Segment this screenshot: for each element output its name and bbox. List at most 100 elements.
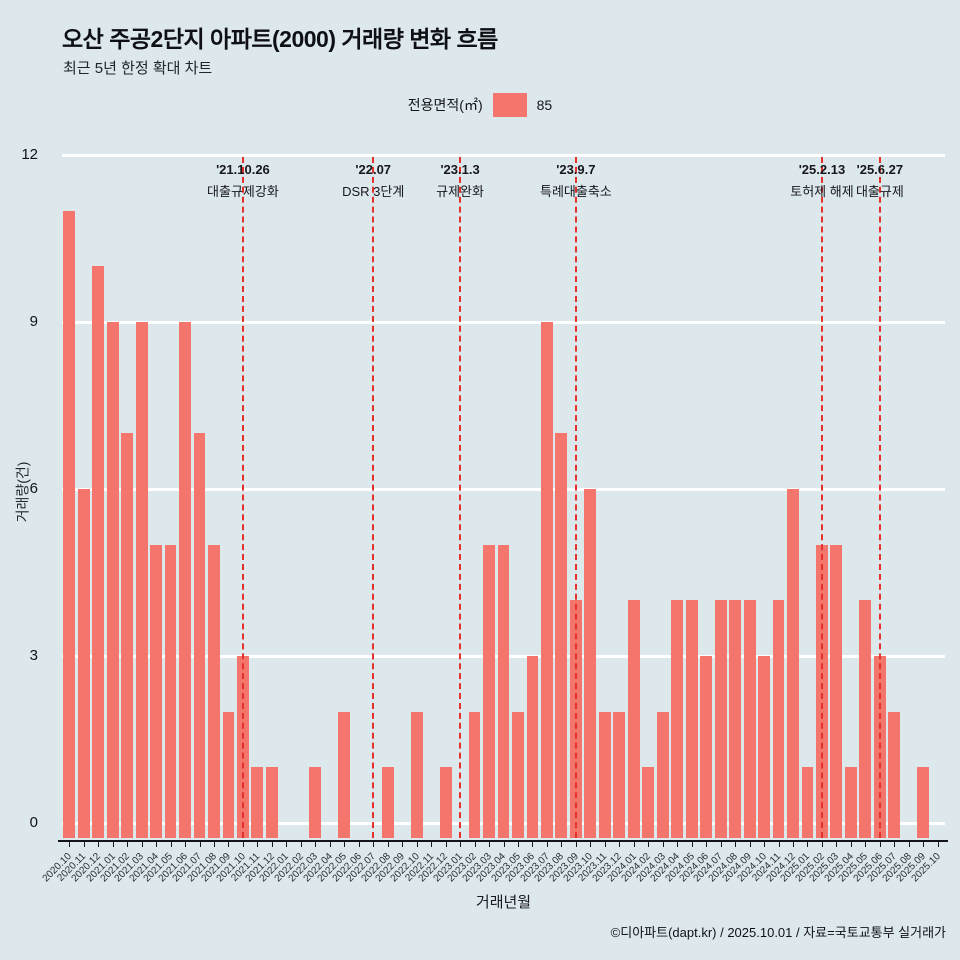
bar-2024.03 xyxy=(656,711,669,838)
legend: 전용면적(㎡) 85 xyxy=(0,93,960,117)
x-tick-mark xyxy=(561,842,563,847)
event-label: 대출규제강화 xyxy=(207,184,279,199)
x-tick-mark xyxy=(879,842,881,847)
event-label: DSR 3단계 xyxy=(342,184,405,199)
bar-2024.06 xyxy=(700,656,713,838)
x-tick-mark xyxy=(691,842,693,847)
x-tick-mark xyxy=(923,842,925,847)
x-tick-mark xyxy=(517,842,519,847)
x-tick-mark xyxy=(83,842,85,847)
x-tick-mark xyxy=(98,842,100,847)
x-tick-mark xyxy=(185,842,187,847)
bar-2025.03 xyxy=(830,544,843,838)
event-line-2022.07 xyxy=(372,157,375,838)
x-tick-mark xyxy=(575,842,577,847)
bar-2021.12 xyxy=(265,767,278,838)
event-label: 특례대출축소 xyxy=(539,184,612,199)
x-tick-mark xyxy=(662,842,664,847)
event-label: 토허제 해제 xyxy=(790,184,854,199)
x-tick-mark xyxy=(213,842,215,847)
bar-2024.01 xyxy=(627,600,640,838)
x-tick-mark xyxy=(199,842,201,847)
x-tick-mark xyxy=(764,842,766,847)
bar-2024.05 xyxy=(685,600,698,838)
x-tick-mark xyxy=(474,842,476,847)
event-date: '25.2.13 xyxy=(798,162,846,177)
y-tick-label: 9 xyxy=(29,313,38,330)
bar-2022.08 xyxy=(381,767,394,838)
bar-2021.06 xyxy=(179,322,191,838)
bar-2024.02 xyxy=(642,767,655,838)
x-tick-mark xyxy=(315,842,317,847)
x-tick-mark xyxy=(358,842,360,847)
x-tick-mark xyxy=(127,842,129,847)
bar-2024.04 xyxy=(671,600,684,838)
x-tick-mark xyxy=(387,842,389,847)
x-tick-mark xyxy=(228,842,230,847)
x-tick-mark xyxy=(460,842,462,847)
bar-2020.10 xyxy=(63,210,76,838)
x-tick-mark xyxy=(546,842,548,847)
bar-2022.03 xyxy=(309,767,322,838)
x-tick-mark xyxy=(344,842,346,847)
x-tick-mark xyxy=(489,842,491,847)
bar-2021.03 xyxy=(135,322,148,838)
x-tick-mark xyxy=(257,842,259,847)
bar-2021.07 xyxy=(193,433,206,838)
bar-2021.04 xyxy=(150,544,162,838)
x-tick-mark xyxy=(706,842,708,847)
bar-2023.04 xyxy=(497,544,510,838)
x-tick-mark xyxy=(242,842,244,847)
bar-2023.12 xyxy=(613,711,626,838)
x-tick-mark xyxy=(112,842,114,847)
x-tick-mark xyxy=(908,842,910,847)
event-line-2025.02 xyxy=(820,157,823,838)
bar-2021.02 xyxy=(121,433,134,838)
bar-2023.11 xyxy=(598,711,611,838)
x-tick-mark xyxy=(431,842,433,847)
x-tick-mark xyxy=(156,842,158,847)
x-axis-title: 거래년월 xyxy=(475,894,532,911)
bar-2022.12 xyxy=(439,767,452,838)
event-line-2023.01 xyxy=(459,157,462,838)
bar-2025.01 xyxy=(801,767,814,838)
x-tick-mark xyxy=(633,842,635,847)
x-tick-mark xyxy=(850,842,852,847)
bar-2023.06 xyxy=(526,656,539,838)
x-tick-mark xyxy=(720,842,722,847)
x-tick-mark xyxy=(793,842,794,847)
bar-2024.07 xyxy=(714,600,727,838)
event-line-2025.06 xyxy=(878,157,881,838)
bar-2025.07 xyxy=(888,711,901,838)
x-tick-mark xyxy=(286,842,288,847)
y-tick-label: 3 xyxy=(29,647,38,664)
x-tick-mark xyxy=(619,842,621,847)
x-tick-mark xyxy=(749,842,751,847)
x-tick-mark xyxy=(590,842,592,847)
x-tick-mark xyxy=(648,842,650,847)
event-label: 대출규제 xyxy=(855,184,904,199)
footer-credit: ©디아파트(dapt.kr) / 2025.10.01 / 자료=국토교통부 실… xyxy=(610,925,946,940)
page-title: 오산 주공2단지 아파트(2000) 거래량 변화 흐름 xyxy=(62,26,498,52)
bar-2023.10 xyxy=(584,489,597,838)
x-tick-mark xyxy=(300,842,302,847)
y-tick-label: 6 xyxy=(29,480,38,497)
bar-2024.11 xyxy=(772,600,785,838)
event-date: '25.6.27 xyxy=(856,162,904,177)
gridline-y9 xyxy=(62,320,945,324)
x-axis-line xyxy=(58,840,948,842)
bar-2021.11 xyxy=(251,767,264,838)
bar-2023.03 xyxy=(483,544,495,838)
x-tick-mark xyxy=(894,842,896,847)
x-tick-mark xyxy=(735,842,737,847)
x-tick-mark xyxy=(402,842,404,847)
x-tick-mark xyxy=(807,842,809,847)
page-subtitle: 최근 5년 한정 확대 차트 xyxy=(63,60,213,77)
event-date: '23.1.3 xyxy=(440,162,480,177)
bar-2021.01 xyxy=(106,322,119,838)
x-axis-tick-marks xyxy=(62,842,945,848)
gridline-y12 xyxy=(62,153,945,157)
bar-2023.02 xyxy=(468,711,481,838)
x-tick-mark xyxy=(170,842,172,847)
y-axis-ticks: 0 3 6 9 12 xyxy=(0,146,48,831)
